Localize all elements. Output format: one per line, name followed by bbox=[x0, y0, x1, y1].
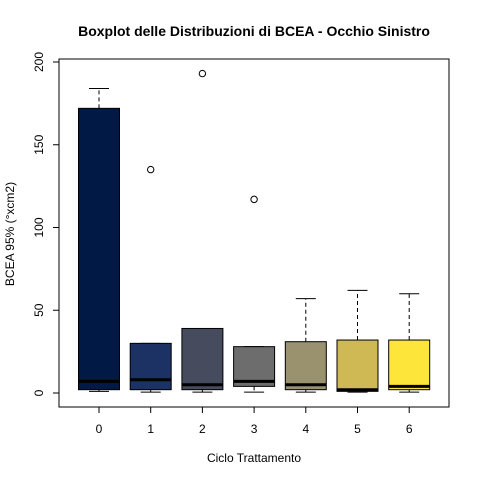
chart-title: Boxplot delle Distribuzioni di BCEA - Oc… bbox=[78, 23, 430, 39]
outlier-point bbox=[198, 69, 207, 78]
x-tick-label: 4 bbox=[302, 422, 309, 436]
y-axis-label: BCEA 95% (°xcm2) bbox=[3, 182, 17, 286]
x-tick-label: 5 bbox=[354, 422, 361, 436]
box-iqr bbox=[388, 339, 431, 391]
box-iqr bbox=[78, 107, 120, 391]
y-tick-label: 200 bbox=[32, 52, 46, 72]
x-tick-label: 3 bbox=[251, 422, 258, 436]
box-iqr bbox=[284, 341, 327, 391]
box-group-2 bbox=[181, 69, 224, 393]
box-group-6 bbox=[388, 293, 431, 393]
y-tick-label: 50 bbox=[32, 303, 46, 317]
box-iqr bbox=[233, 346, 276, 387]
x-tick-label: 2 bbox=[199, 422, 206, 436]
box-group-3 bbox=[233, 195, 276, 393]
box-group-4 bbox=[284, 298, 327, 393]
box-iqr bbox=[336, 339, 379, 392]
y-tick-label: 100 bbox=[32, 217, 46, 237]
plot-area: 0 50 100 150 200 0 1 2 3 4 5 6 bbox=[32, 52, 431, 436]
box-iqr bbox=[181, 327, 224, 391]
box-group-0 bbox=[78, 87, 120, 392]
x-tick-label: 1 bbox=[147, 422, 154, 436]
outlier-point bbox=[250, 195, 258, 204]
x-axis-label: Ciclo Trattamento bbox=[207, 451, 301, 465]
outlier-point bbox=[147, 165, 155, 174]
box-group-1 bbox=[129, 165, 172, 393]
y-tick-label: 0 bbox=[32, 389, 46, 396]
box-group-5 bbox=[336, 289, 379, 393]
y-tick-label: 150 bbox=[32, 134, 46, 154]
x-tick-label: 6 bbox=[406, 422, 413, 436]
box-iqr bbox=[129, 342, 172, 391]
x-tick-label: 0 bbox=[96, 422, 103, 436]
